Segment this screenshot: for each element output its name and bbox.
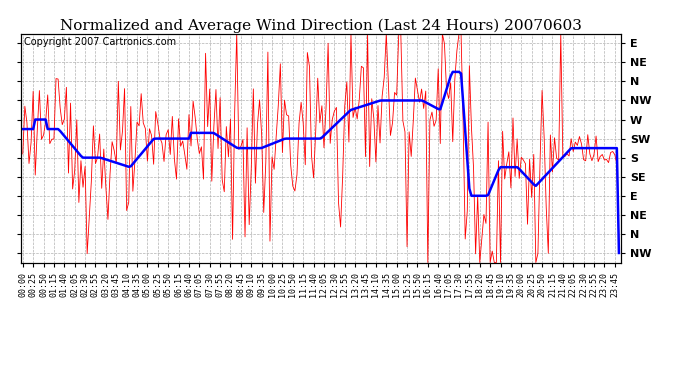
Title: Normalized and Average Wind Direction (Last 24 Hours) 20070603: Normalized and Average Wind Direction (L… bbox=[60, 18, 582, 33]
Text: Copyright 2007 Cartronics.com: Copyright 2007 Cartronics.com bbox=[23, 37, 176, 47]
